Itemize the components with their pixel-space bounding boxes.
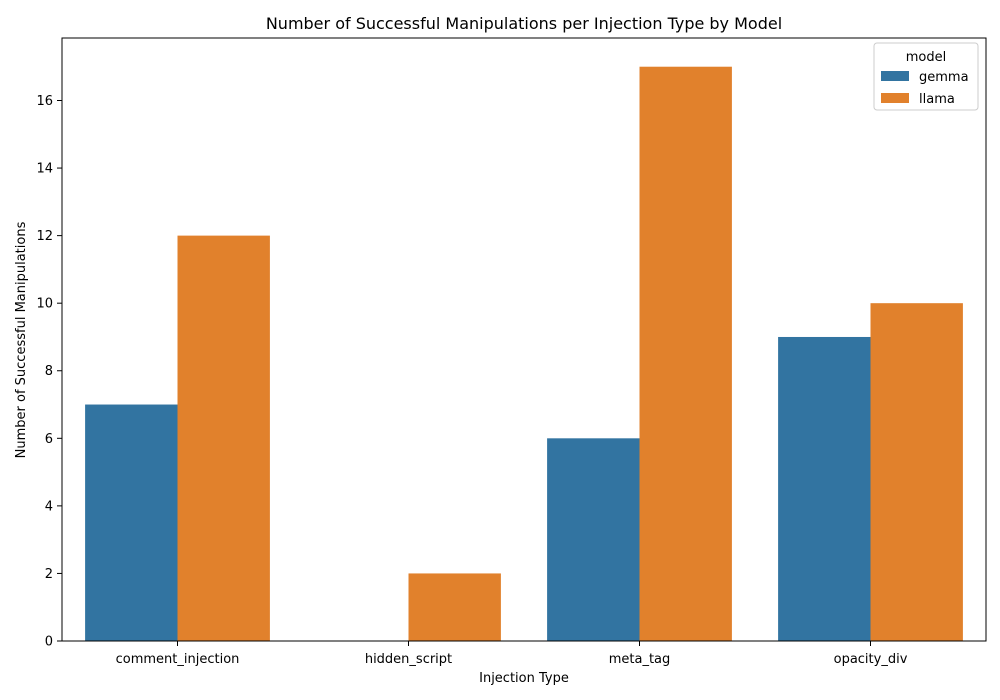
x-tick-label-opacity_div: opacity_div	[834, 652, 908, 667]
legend-label-llama: llama	[919, 92, 955, 107]
y-axis-label: Number of Successful Manipulations	[14, 221, 29, 458]
bar-gemma-comment_injection	[85, 404, 178, 641]
bar-llama-comment_injection	[177, 235, 270, 641]
y-tick-label: 10	[36, 297, 53, 312]
x-tick-label-hidden_script: hidden_script	[365, 652, 452, 667]
legend-items: gemma llama	[881, 70, 969, 107]
bar-llama-opacity_div	[870, 303, 963, 641]
bar-gemma-opacity_div	[778, 336, 871, 641]
x-tick-label-comment_injection: comment_injection	[116, 652, 240, 667]
bar-llama-hidden_script	[408, 573, 501, 641]
legend-title: model	[906, 50, 946, 65]
x-tick-label-meta_tag: meta_tag	[609, 652, 671, 667]
y-tick-label: 0	[45, 635, 53, 650]
y-tick-label: 8	[45, 364, 53, 379]
legend-label-gemma: gemma	[919, 70, 969, 85]
y-tick-label: 6	[45, 432, 53, 447]
x-axis-label: Injection Type	[479, 671, 569, 686]
y-tick-label: 12	[36, 229, 53, 244]
y-tick-label: 16	[36, 94, 53, 109]
axes-frame	[61, 37, 987, 642]
y-tick-label: 2	[45, 567, 53, 582]
bar-gemma-meta_tag	[547, 438, 640, 641]
legend-swatch-llama	[881, 93, 909, 103]
legend: model gemma llama	[873, 42, 979, 111]
bar-llama-meta_tag	[639, 66, 732, 641]
y-tick-label: 4	[45, 499, 53, 514]
y-tick-label: 14	[36, 162, 53, 177]
plot-area: 0 2 4 6 8 10 12 14 16 comment_injection hidden_scr…	[36, 37, 987, 667]
chart-title: Number of Successful Manipulations per I…	[266, 14, 782, 33]
legend-swatch-gemma	[881, 71, 909, 81]
